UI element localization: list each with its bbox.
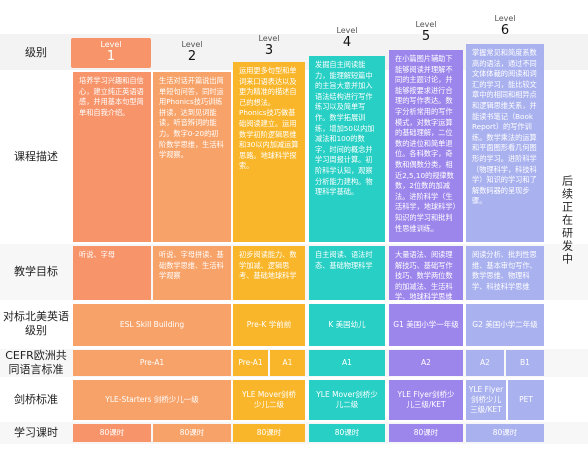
level-6-header: Level 6	[466, 0, 544, 42]
label-level: 级别	[25, 46, 47, 59]
level-3-word: Level	[258, 34, 280, 43]
description-level-3: 运用更多句型和单词来口语表达以及更为精准的描述自己的想法。Phonics技巧做基…	[233, 62, 305, 242]
us-standard-level-4: K 美国幼儿	[309, 304, 385, 346]
cefr-level-3a: Pre-A1	[233, 350, 268, 376]
level-6-num: 6	[500, 23, 510, 38]
goal-level-4: 自主阅读、语法时态、基础物理科学	[309, 246, 385, 300]
goal-level-5: 大量语法、阅读理解技巧、基础写作技巧、数学两位数的加减法、生活科学、地球科学思维	[389, 246, 463, 301]
label-cambridge: 剑桥标准	[14, 393, 58, 406]
level-2-num: 2	[187, 49, 197, 64]
goal-level-1: 听说、字母	[73, 246, 151, 300]
cefr-level-3b: A1	[270, 350, 305, 376]
level-3-num: 3	[264, 43, 274, 58]
level-5-word: Level	[415, 20, 437, 29]
description-level-4: 发掘自主阅读能力，能理解短篇中的主旨大意并加入语法结构进行写作练习以及简单写作。…	[309, 56, 385, 242]
cambridge-level-4: YLE Mover剑桥少儿二级	[309, 380, 385, 420]
cambridge-level-1-2: YLE-Starters 剑桥少儿一级	[73, 380, 231, 420]
level-6-word: Level	[494, 14, 516, 23]
cefr-level-6a: A2	[466, 350, 504, 376]
hours-level-3: 80课时	[233, 424, 305, 442]
level-5-header: Level 5	[389, 6, 463, 48]
description-level-5: 在小篇图片辅助下能够阅读并理解不同的主题讨论，并能够按要求进行合理的写作表达。数…	[389, 50, 463, 242]
goal-level-3: 初步阅读能力、数学加减、逻辑思考、基础地球科学	[233, 246, 305, 300]
cambridge-level-3: YLE Mover剑桥少儿二级	[233, 380, 305, 420]
level-4-num: 4	[342, 35, 352, 50]
goal-level-2: 听说、字母拼读、基础数学思维、生活科学观察	[153, 246, 231, 300]
label-us-standard: 对标北美英语级别	[3, 310, 69, 337]
level-5-num: 5	[421, 29, 431, 44]
side-note: 后续正在研发中	[552, 150, 582, 290]
level-3-header: Level 3	[233, 20, 305, 62]
hours-level-4: 80课时	[309, 424, 385, 442]
level-2-word: Level	[181, 40, 203, 49]
cefr-level-5: A2	[389, 350, 463, 376]
level-1-word: Level	[100, 40, 122, 49]
us-standard-level-1-2: ESL Skill Building	[73, 304, 231, 346]
cambridge-level-5: YLE Flyer剑桥少儿三级/KET	[389, 380, 463, 420]
description-level-6: 掌握常见和简度系数高的语法，通过不同文体体裁的阅读和词汇的学习，能比较文章中的相…	[466, 44, 544, 242]
level-4-word: Level	[336, 26, 358, 35]
cefr-level-1-2: Pre-A1	[73, 350, 231, 376]
level-1-num: 1	[106, 49, 116, 64]
description-level-1: 培养学习兴趣和自信心，建立纯正英语语感，并用基本句型简单和自我介绍。	[73, 72, 151, 242]
hours-level-5: 80课时	[389, 424, 463, 442]
label-cefr: CEFR欧洲共同语言标准	[5, 349, 67, 376]
goal-level-6: 阅读分析、批判性思维、基本审句写作、数学思维、物理科学、科技科学思维	[466, 246, 544, 300]
us-standard-level-5: G1 美国小学一年级	[389, 304, 463, 346]
hours-level-2: 80课时	[153, 424, 231, 442]
level-4-header: Level 4	[309, 14, 385, 54]
label-description: 课程描述	[14, 150, 58, 163]
cefr-level-6b: B1	[506, 350, 544, 376]
side-note-text: 后续正在研发中	[560, 174, 574, 266]
hours-level-6: 80课时	[466, 424, 544, 442]
level-2-header: Level 2	[153, 20, 231, 68]
hours-level-1: 80课时	[73, 424, 151, 442]
level-1-header: Level 1	[71, 38, 151, 68]
label-hours: 学习课时	[14, 426, 58, 439]
us-standard-level-6: G2 美国小学二年级	[466, 304, 544, 346]
cefr-level-4: A1	[309, 350, 385, 376]
cambridge-level-6a: YLE Flyer剑桥少儿三级/KET	[466, 380, 506, 420]
cambridge-level-6b: PET	[508, 380, 544, 420]
us-standard-level-3: Pre-K 学前前	[233, 304, 305, 346]
label-goals: 教学目标	[14, 265, 58, 278]
description-level-2: 生活对话开篇说出简单短句问答，同时运用Phonics技巧训练拼读，达到见词能读，…	[153, 72, 231, 242]
